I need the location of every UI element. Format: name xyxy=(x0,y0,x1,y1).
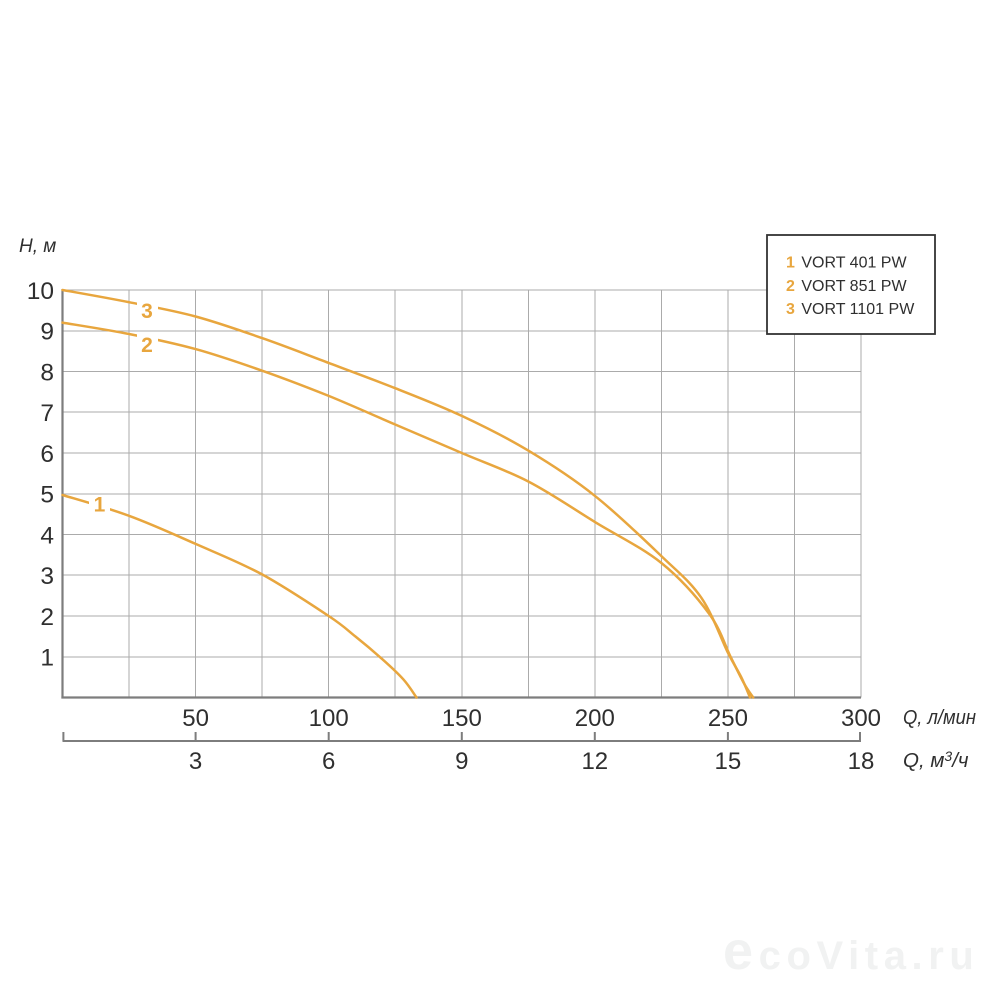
svg-text:9: 9 xyxy=(40,319,54,346)
svg-text:12: 12 xyxy=(581,748,608,775)
svg-text:Q, л/мин: Q, л/мин xyxy=(903,706,976,729)
svg-text:15: 15 xyxy=(715,748,742,775)
svg-text:2: 2 xyxy=(40,604,54,631)
svg-text:2: 2 xyxy=(141,334,153,357)
svg-text:1 VORT 401 PW: 1 VORT 401 PW xyxy=(786,254,907,271)
svg-text:1: 1 xyxy=(94,494,106,517)
svg-text:4: 4 xyxy=(40,522,54,549)
svg-text:200: 200 xyxy=(575,705,615,732)
svg-text:ecoVita.ru: ecoVita.ru xyxy=(723,921,979,981)
svg-text:18: 18 xyxy=(848,748,875,775)
svg-text:1: 1 xyxy=(40,645,54,672)
svg-text:10: 10 xyxy=(27,278,54,305)
svg-text:50: 50 xyxy=(182,705,209,732)
svg-text:9: 9 xyxy=(455,748,468,775)
svg-text:3: 3 xyxy=(189,748,202,775)
svg-text:8: 8 xyxy=(40,359,54,386)
svg-text:150: 150 xyxy=(442,705,482,732)
svg-text:6: 6 xyxy=(40,441,54,468)
svg-text:3 VORT 1101 PW: 3 VORT 1101 PW xyxy=(786,301,915,318)
svg-text:5: 5 xyxy=(40,482,54,509)
svg-text:6: 6 xyxy=(322,748,335,775)
svg-text:300: 300 xyxy=(841,705,881,732)
svg-text:2 VORT 851 PW: 2 VORT 851 PW xyxy=(786,278,907,295)
svg-text:3: 3 xyxy=(141,300,153,323)
svg-text:250: 250 xyxy=(708,705,748,732)
svg-text:H, м: H, м xyxy=(19,236,56,257)
svg-text:3: 3 xyxy=(40,563,54,590)
svg-text:7: 7 xyxy=(40,400,54,427)
svg-text:100: 100 xyxy=(309,705,349,732)
svg-text:Q, м3/ч: Q, м3/ч xyxy=(903,748,969,772)
